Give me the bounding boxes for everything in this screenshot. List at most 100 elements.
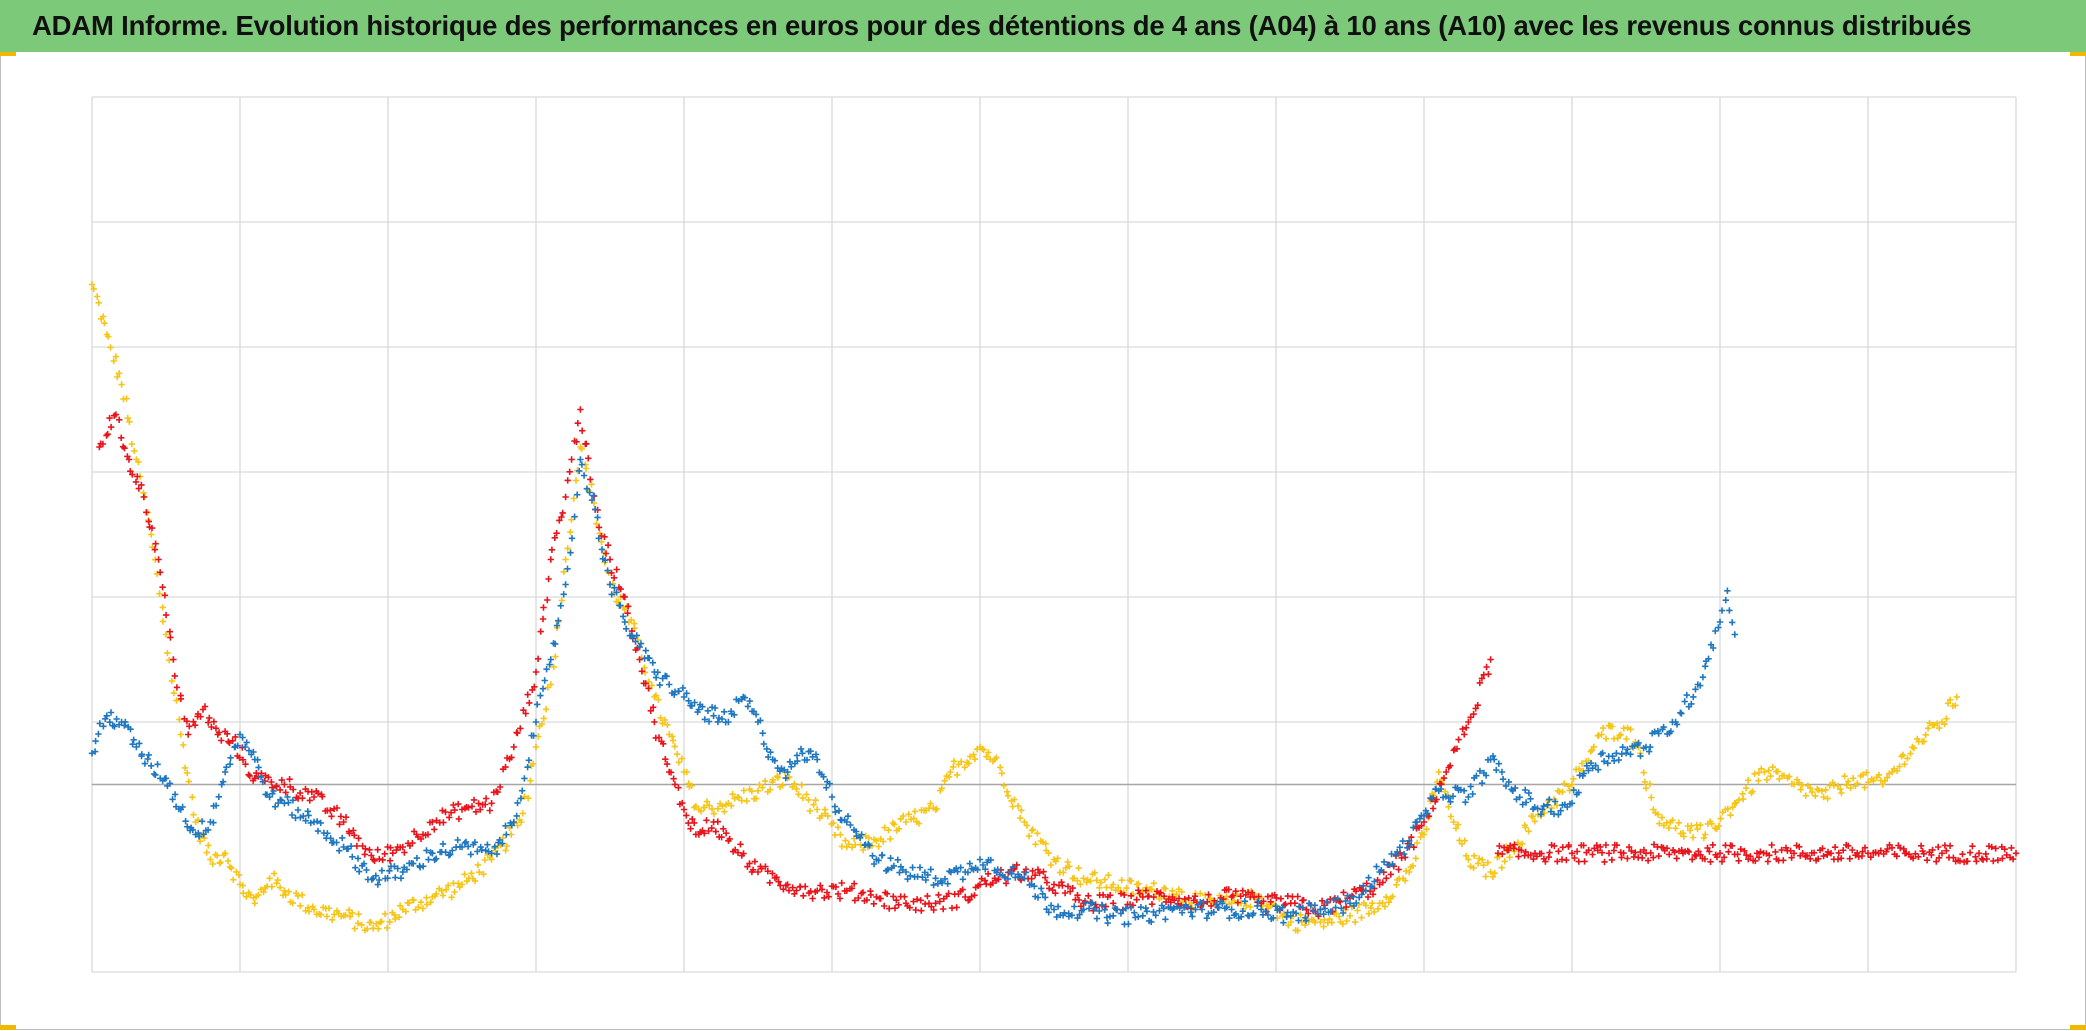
scatter-point: [1538, 850, 1545, 857]
scatter-point: [431, 826, 438, 833]
scatter-point: [1824, 795, 1831, 802]
scatter-point: [718, 834, 725, 841]
scatter-point: [828, 793, 836, 801]
scatter-point: [1117, 890, 1125, 897]
scatter-point: [762, 863, 769, 870]
scatter-point: [1737, 846, 1744, 853]
scatter-point: [100, 313, 107, 320]
scatter-point: [427, 899, 434, 906]
scatter-point: [574, 491, 581, 498]
scatter-point: [438, 887, 445, 894]
scatter-point: [1624, 746, 1631, 753]
scatter-point: [1402, 877, 1409, 884]
scatter-point: [824, 812, 831, 820]
scatter-point: [803, 791, 810, 798]
scatter-point: [1599, 724, 1607, 732]
scatter-point: [863, 896, 871, 904]
scatter-point: [1311, 919, 1319, 926]
scatter-point: [746, 860, 753, 867]
scatter-point: [1332, 904, 1339, 911]
scatter-point: [1047, 861, 1055, 869]
scatter-point: [173, 697, 180, 704]
scatter-point: [759, 784, 766, 791]
scatter-point: [637, 640, 645, 647]
scatter-point: [740, 850, 747, 857]
scatter-point: [161, 592, 169, 599]
scatter-point: [319, 793, 326, 800]
scatter-point: [484, 841, 491, 848]
scatter-point: [104, 431, 111, 438]
scatter-point: [1818, 787, 1825, 795]
scatter-point: [181, 764, 189, 772]
scatter-point: [530, 732, 537, 739]
scatter-point: [928, 903, 935, 910]
scatter-point: [1623, 735, 1630, 743]
scatter-point: [806, 807, 814, 815]
scatter-point: [1008, 870, 1015, 877]
scatter-point: [1715, 624, 1722, 631]
scatter-point: [1418, 822, 1425, 829]
scatter-point: [376, 876, 383, 884]
scatter-point: [1445, 794, 1452, 802]
scatter-point: [1677, 709, 1684, 716]
scatter-point: [791, 780, 798, 787]
scatter-point: [1648, 794, 1655, 801]
scatter-point: [936, 898, 943, 905]
scatter-point: [185, 778, 192, 785]
scatter-point: [217, 859, 224, 866]
scatter-point: [106, 719, 113, 726]
scatter-point: [1478, 675, 1486, 682]
scatter-point: [652, 674, 660, 681]
scatter-point: [250, 748, 257, 756]
scatter-point: [1371, 878, 1378, 885]
scatter-point: [832, 808, 839, 816]
scatter-point: [346, 830, 353, 837]
scatter-point: [1247, 903, 1254, 911]
scatter-point: [1642, 785, 1650, 792]
scatter-point: [1583, 762, 1590, 769]
scatter-point: [885, 827, 892, 834]
scatter-point: [1831, 844, 1839, 851]
scatter-point: [285, 799, 292, 806]
scatter-point: [289, 797, 297, 804]
scatter-point: [1699, 674, 1707, 681]
scatter-point: [306, 797, 313, 804]
scatter-point: [496, 836, 503, 844]
scatter-point: [1929, 846, 1936, 854]
scatter-point: [1362, 887, 1369, 894]
scatter-point: [1650, 806, 1657, 813]
scatter-point: [1461, 731, 1468, 738]
scatter-point: [1568, 781, 1576, 788]
scatter-point: [1527, 795, 1534, 802]
scatter-point: [546, 661, 553, 668]
scatter-point: [731, 711, 738, 718]
scatter-point: [670, 775, 677, 782]
scatter-point: [121, 722, 128, 729]
scatter-point: [1004, 875, 1012, 883]
scatter-point: [1118, 877, 1125, 884]
scatter-point: [701, 716, 708, 723]
scatter-point: [1087, 877, 1094, 885]
scatter-point: [1437, 785, 1445, 793]
scatter-point: [1707, 641, 1715, 648]
scatter-point: [911, 808, 919, 815]
scatter-point: [562, 556, 569, 563]
scatter-point: [224, 730, 231, 737]
scatter-point: [1897, 844, 1904, 852]
scatter-point: [628, 616, 635, 624]
scatter-point: [1570, 786, 1577, 794]
scatter-point: [1702, 831, 1709, 838]
scatter-point: [981, 877, 989, 884]
scatter-point: [356, 868, 363, 875]
scatter-point: [534, 701, 541, 708]
scatter-point: [1074, 877, 1081, 884]
scatter-point: [1841, 773, 1848, 780]
scatter-point: [1462, 799, 1469, 806]
scatter-point: [1561, 780, 1568, 787]
scatter-point: [1650, 841, 1658, 848]
scatter-point: [967, 753, 974, 760]
scatter-point: [1178, 909, 1186, 916]
scatter-point: [433, 817, 440, 824]
scatter-point: [522, 710, 529, 717]
scatter-point: [924, 892, 931, 900]
